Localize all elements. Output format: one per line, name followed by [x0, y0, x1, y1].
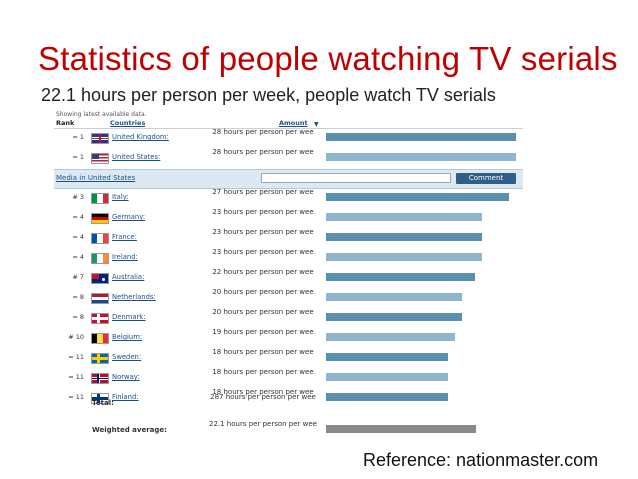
amount-bar [326, 293, 462, 301]
dk-flag-icon [91, 313, 109, 324]
amount-bar [326, 253, 482, 261]
rank-cell: = 1 [72, 133, 84, 141]
rank-cell: = 1 [72, 153, 84, 161]
fr-flag-icon [91, 233, 109, 244]
amount-bar [326, 213, 482, 221]
country-link[interactable]: United States: [112, 153, 161, 161]
rank-cell: = 8 [72, 293, 84, 301]
country-link[interactable]: Netherlands: [112, 293, 156, 301]
table-row: = 1 United States: 28 hours per person per… [54, 148, 523, 168]
amount-bar [326, 333, 455, 341]
table-row: = 11 Sweden: 18 hours per person per wee [54, 348, 523, 368]
no-flag-icon [91, 373, 109, 384]
rank-cell: = 4 [72, 233, 84, 241]
amount-bar [326, 313, 462, 321]
rank-cell: = 4 [72, 253, 84, 261]
country-link[interactable]: Sweden: [112, 353, 142, 361]
country-link[interactable]: Australia: [112, 273, 145, 281]
rank-cell: # 7 [72, 273, 84, 281]
comment-input[interactable] [261, 173, 451, 183]
uk-flag-icon [91, 133, 109, 144]
amount-cell: 18 hours per person per wee [212, 368, 314, 376]
total-label: Total: [92, 399, 114, 407]
table-row: # 10 Belgium: 19 hours per person per wee [54, 328, 523, 348]
countries-header[interactable]: Countries [110, 119, 146, 127]
amount-bar [326, 353, 448, 361]
rank-header: Rank [56, 119, 75, 127]
table-row: = 11 Norway: 18 hours per person per wee [54, 368, 523, 388]
rank-cell: = 11 [68, 393, 84, 401]
amount-cell: 27 hours per person per wee [212, 188, 314, 196]
amount-bar [326, 193, 509, 201]
table-row: = 1 United Kingdom: 28 hours per person pe… [54, 128, 523, 148]
country-link[interactable]: Norway: [112, 373, 140, 381]
country-link[interactable]: Belgium: [112, 333, 143, 341]
amount-cell: 23 hours per person per wee [212, 228, 314, 236]
amount-bar [326, 393, 448, 401]
country-link[interactable]: France: [112, 233, 137, 241]
table-row: = 4 Germany: 23 hours per person per wee [54, 208, 523, 228]
rank-cell: = 8 [72, 313, 84, 321]
nl-flag-icon [91, 293, 109, 304]
table-row: = 8 Netherlands: 20 hours per person per w… [54, 288, 523, 308]
weighted-average-label: Weighted average: [92, 426, 167, 434]
amount-cell: 19 hours per person per wee [212, 328, 314, 336]
stats-screenshot: Showing latest available data. Rank Coun… [54, 108, 523, 444]
amount-bar [326, 153, 516, 161]
country-link[interactable]: Germany: [112, 213, 146, 221]
rank-cell: = 11 [68, 353, 84, 361]
amount-cell: 18 hours per person per wee [212, 388, 314, 396]
be-flag-icon [91, 333, 109, 344]
weighted-average-bar [326, 425, 476, 433]
slide-subtitle: 22.1 hours per person per week, people w… [41, 85, 496, 105]
se-flag-icon [91, 353, 109, 364]
country-link[interactable]: Denmark: [112, 313, 146, 321]
media-link[interactable]: Media in United States [56, 174, 136, 182]
ie-flag-icon [91, 253, 109, 264]
amount-cell: 23 hours per person per wee [212, 248, 314, 256]
rank-cell: = 11 [68, 373, 84, 381]
de-flag-icon [91, 213, 109, 224]
rank-cell: = 4 [72, 213, 84, 221]
comment-button[interactable]: Comment [456, 173, 516, 184]
table-row: = 8 Denmark: 20 hours per person per wee [54, 308, 523, 328]
amount-cell: 18 hours per person per wee [212, 348, 314, 356]
rank-cell: # 10 [68, 333, 84, 341]
total-amount: 287 hours per person per wee [210, 393, 316, 401]
weighted-average-amount: 22.1 hours per person per wee [209, 420, 317, 428]
amount-bar [326, 233, 482, 241]
showing-note: Showing latest available data. [56, 111, 147, 118]
slide-title: Statistics of people watching TV serials [38, 40, 618, 77]
amount-bar [326, 273, 475, 281]
reference-note: Reference: nationmaster.com [363, 450, 599, 470]
media-row: Media in United States Comment [54, 169, 523, 189]
weighted-average-row: Weighted average: 22.1 hours per person … [54, 420, 523, 440]
amount-cell: 28 hours per person per wee [212, 148, 314, 156]
amount-cell: 23 hours per person per wee [212, 208, 314, 216]
amount-cell: 20 hours per person per wee [212, 288, 314, 296]
table-row: = 4 France: 23 hours per person per wee [54, 228, 523, 248]
amount-cell: 20 hours per person per wee [212, 308, 314, 316]
rank-cell: # 3 [72, 193, 84, 201]
amount-bar [326, 373, 448, 381]
country-link[interactable]: Finland: [112, 393, 139, 401]
amount-cell: 28 hours per person per wee [212, 128, 314, 136]
table-row: = 11 Finland: 18 hours per person per wee [54, 388, 523, 408]
total-row: Total: 287 hours per person per wee [54, 393, 523, 413]
us-flag-icon [91, 153, 109, 164]
amount-header[interactable]: Amount [279, 119, 308, 127]
amount-bar [326, 133, 516, 141]
au-flag-icon [91, 273, 109, 284]
country-link[interactable]: Ireland: [112, 253, 138, 261]
table-row: # 3 Italy: 27 hours per person per wee [54, 188, 523, 208]
country-link[interactable]: United Kingdom: [112, 133, 169, 141]
amount-cell: 22 hours per person per wee [212, 268, 314, 276]
fi-flag-icon [91, 393, 109, 404]
country-link[interactable]: Italy: [112, 193, 129, 201]
table-row: = 4 Ireland: 23 hours per person per wee [54, 248, 523, 268]
header-divider [54, 128, 523, 129]
sort-down-icon[interactable]: ▼ [314, 121, 319, 128]
table-row: # 7 Australia: 22 hours per person per wee [54, 268, 523, 288]
it-flag-icon [91, 193, 109, 204]
